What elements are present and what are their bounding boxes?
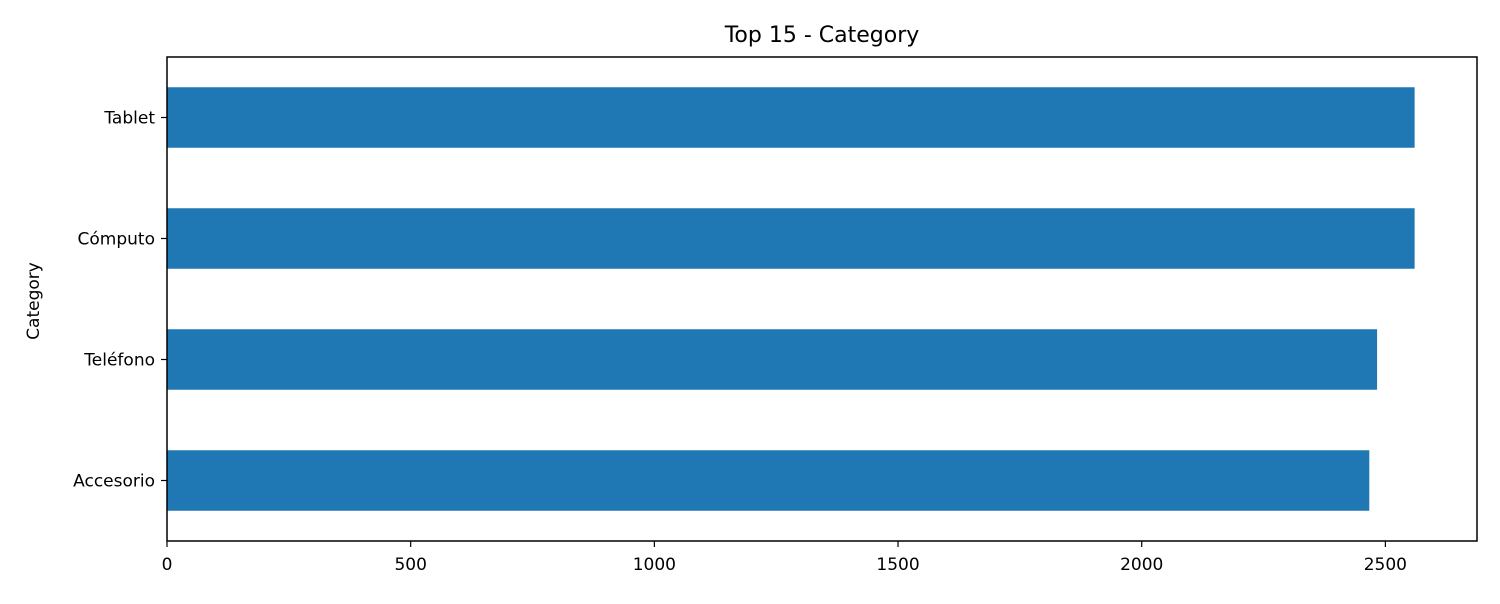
y-tick-label-2: Teléfono	[83, 351, 155, 371]
plot-frame	[166, 56, 1478, 542]
x-tick-label-5: 2500	[1364, 555, 1407, 575]
x-tick-label-0: 0	[162, 555, 173, 575]
bar-3	[167, 450, 1370, 511]
y-tick-label-0: Tablet	[103, 109, 155, 129]
bar-2	[167, 329, 1378, 390]
x-tick-label-4: 2000	[1120, 555, 1163, 575]
y-tick-label-1: Cómputo	[78, 230, 155, 250]
chart-title: Top 15 - Category	[724, 23, 920, 48]
bar-0	[167, 87, 1415, 148]
bars-layer	[167, 87, 1415, 511]
y-axis-label: Category	[24, 262, 44, 340]
x-tick-label-2: 1000	[633, 555, 676, 575]
bar-1	[167, 208, 1415, 269]
x-tick-label-1: 500	[394, 555, 426, 575]
y-tick-label-3: Accesorio	[73, 472, 155, 492]
x-axis-ticks: 0 500 1000 1500 2000 2500	[162, 541, 1407, 575]
y-axis-ticks: Tablet Cómputo Teléfono Accesorio	[73, 109, 167, 492]
x-tick-label-3: 1500	[876, 555, 919, 575]
